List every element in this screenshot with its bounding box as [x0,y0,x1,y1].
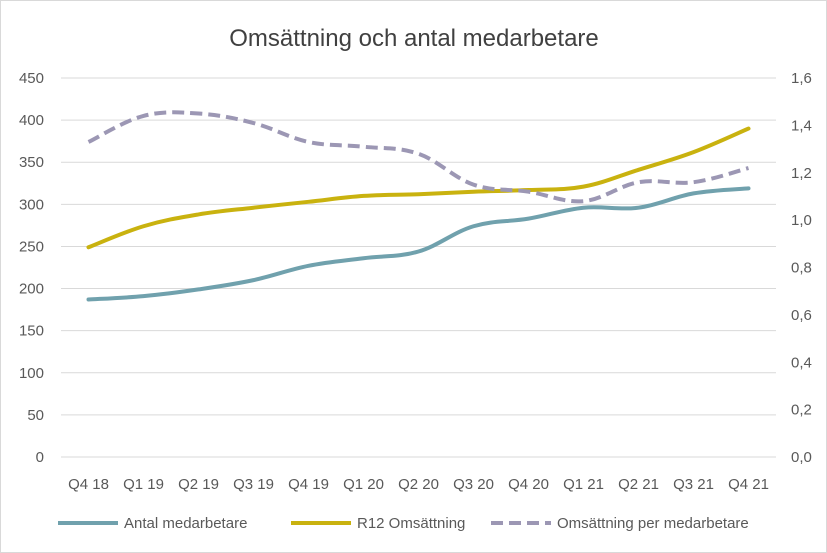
x-tick-label: Q4 20 [508,476,549,493]
series-line-antal-medarbetare [86,186,751,302]
legend-label: Omsättning per medarbetare [557,515,749,532]
chart-title: Omsättning och antal medarbetare [229,25,599,52]
y2-tick-label: 0,8 [791,260,812,277]
series-line-r12-omsttning [86,126,751,250]
x-axis-tick-labels: Q4 18 Q1 19 Q2 19 Q3 19 Q4 19 Q1 20 Q2 20 Q3 20… [68,476,769,493]
y-tick-label: 350 [19,154,44,171]
x-tick-label: Q1 19 [123,476,164,493]
gridlines [61,77,776,458]
y-tick-label: 250 [19,238,44,255]
x-tick-label: Q4 19 [288,476,329,493]
y-tick-label: 400 [19,112,44,129]
legend-label: Antal medarbetare [124,515,247,532]
y-tick-label: 200 [19,281,44,298]
legend: Antal medarbetare R12 Omsättning Omsättnin… [58,515,749,532]
left-axis-tick-labels: 0 50 100 150 200 250 300 350 400 450 [19,70,44,466]
x-tick-label: Q2 21 [618,476,659,493]
x-tick-label: Q1 21 [563,476,604,493]
y2-tick-label: 1,0 [791,212,812,229]
legend-label: R12 Omsättning [357,515,465,532]
y2-tick-label: 1,4 [791,117,812,134]
y-tick-label: 50 [27,407,44,424]
right-axis-tick-labels: 0,0 0,2 0,4 0,6 0,8 1,0 1,2 1,4 1,6 [791,70,812,466]
x-tick-label: Q2 19 [178,476,219,493]
x-tick-label: Q2 20 [398,476,439,493]
x-tick-label: Q4 21 [728,476,769,493]
y-tick-label: 450 [19,70,44,87]
y-tick-label: 0 [36,449,44,466]
x-tick-label: Q3 19 [233,476,274,493]
x-tick-label: Q1 20 [343,476,384,493]
y2-tick-label: 0,0 [791,449,812,466]
y2-tick-label: 0,4 [791,354,812,371]
y2-tick-label: 1,6 [791,70,812,87]
series-line-omsttning-per-medarbetare [87,110,750,204]
y2-tick-label: 1,2 [791,165,812,182]
y2-tick-label: 0,2 [791,402,812,419]
series-lines [86,110,751,302]
x-tick-label: Q3 21 [673,476,714,493]
y-tick-label: 100 [19,365,44,382]
x-tick-label: Q4 18 [68,476,109,493]
x-tick-label: Q3 20 [453,476,494,493]
y2-tick-label: 0,6 [791,307,812,324]
y-tick-label: 150 [19,323,44,340]
y-tick-label: 300 [19,196,44,213]
